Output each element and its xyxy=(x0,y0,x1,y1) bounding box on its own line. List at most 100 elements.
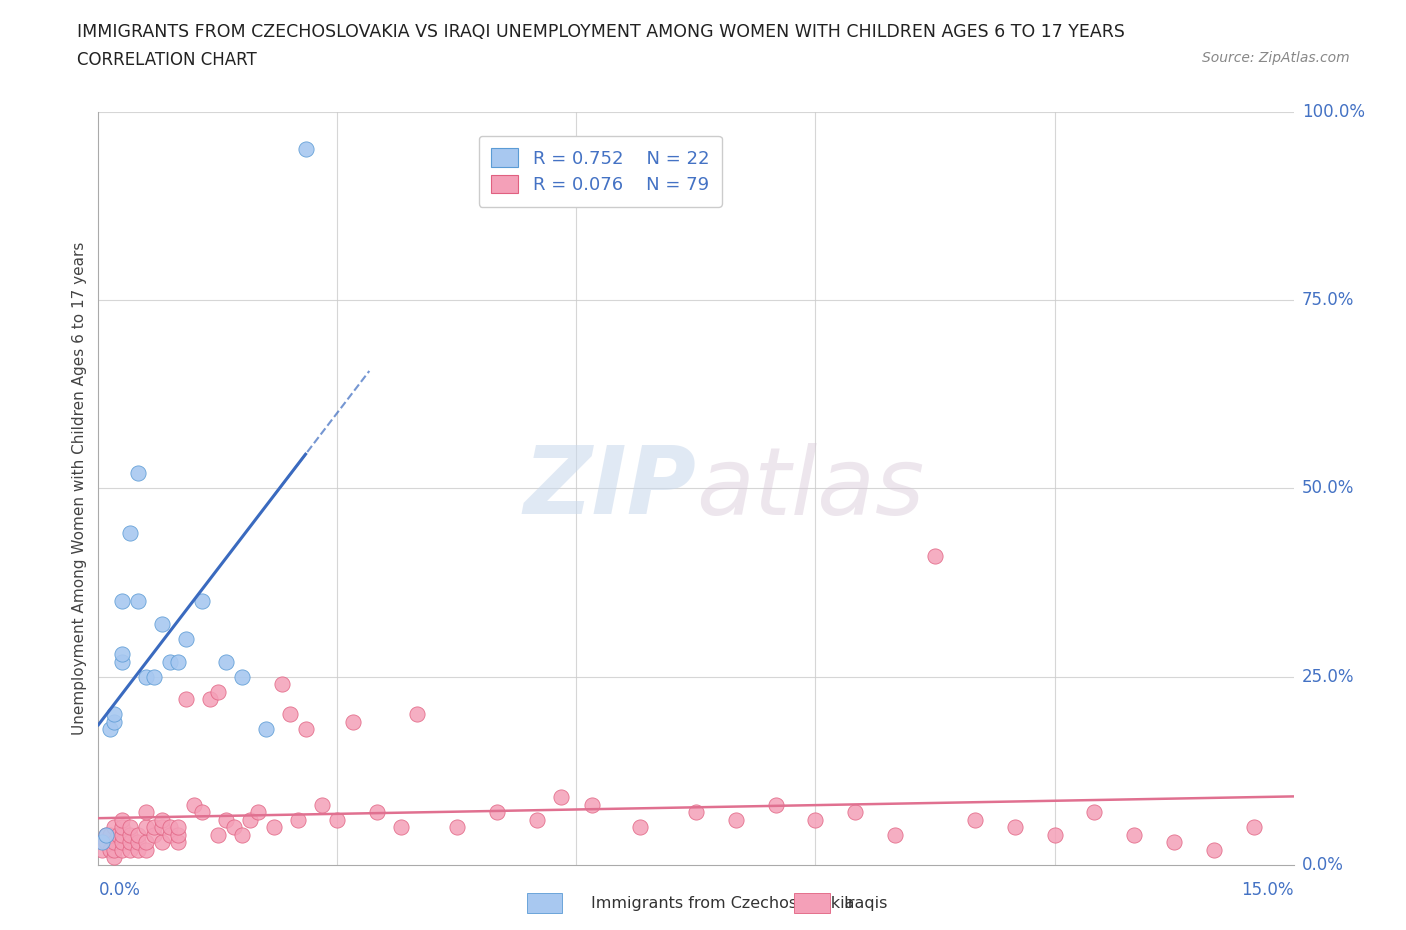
Point xyxy=(111,828,134,843)
Point xyxy=(1004,820,1026,835)
Point xyxy=(111,646,134,661)
Point xyxy=(120,835,142,850)
Text: ZIP: ZIP xyxy=(523,443,696,534)
Point xyxy=(174,692,197,707)
Point xyxy=(120,820,142,835)
Point xyxy=(446,820,468,835)
Point xyxy=(215,812,238,827)
Point xyxy=(685,804,707,819)
Point xyxy=(263,820,285,835)
Y-axis label: Unemployment Among Women with Children Ages 6 to 17 years: Unemployment Among Women with Children A… xyxy=(72,242,87,735)
Point xyxy=(485,804,508,819)
Point xyxy=(207,828,229,843)
Point xyxy=(91,835,114,850)
Point xyxy=(159,820,181,835)
Point xyxy=(270,677,292,692)
Point xyxy=(844,804,866,819)
Point xyxy=(406,707,429,722)
Text: 15.0%: 15.0% xyxy=(1241,882,1294,899)
Point xyxy=(1083,804,1105,819)
Point xyxy=(111,820,134,835)
Point xyxy=(167,654,190,669)
Point xyxy=(120,843,142,857)
Point xyxy=(167,820,190,835)
Point xyxy=(1163,835,1185,850)
Point xyxy=(103,714,125,729)
Point xyxy=(135,820,157,835)
Point xyxy=(91,843,114,857)
Point xyxy=(98,843,122,857)
Point xyxy=(127,843,149,857)
Point xyxy=(231,828,253,843)
Text: 25.0%: 25.0% xyxy=(1302,668,1354,685)
Point xyxy=(884,828,907,843)
Point xyxy=(111,812,134,827)
Point xyxy=(135,670,157,684)
Point xyxy=(389,820,412,835)
Point xyxy=(724,812,747,827)
Text: 50.0%: 50.0% xyxy=(1302,479,1354,498)
Point xyxy=(98,828,122,843)
Point xyxy=(143,670,166,684)
Point xyxy=(111,654,134,669)
Point xyxy=(143,820,166,835)
Text: 0.0%: 0.0% xyxy=(1302,856,1344,874)
Point xyxy=(326,812,349,827)
Point xyxy=(120,828,142,843)
Point xyxy=(1243,820,1265,835)
Point xyxy=(167,828,190,843)
Point xyxy=(150,812,173,827)
Point xyxy=(287,812,309,827)
Point xyxy=(1043,828,1066,843)
Text: IMMIGRANTS FROM CZECHOSLOVAKIA VS IRAQI UNEMPLOYMENT AMONG WOMEN WITH CHILDREN A: IMMIGRANTS FROM CZECHOSLOVAKIA VS IRAQI … xyxy=(77,23,1125,41)
Point xyxy=(150,835,173,850)
Text: atlas: atlas xyxy=(696,443,924,534)
Point xyxy=(963,812,986,827)
Point xyxy=(191,594,214,609)
Legend: R = 0.752    N = 22, R = 0.076    N = 79: R = 0.752 N = 22, R = 0.076 N = 79 xyxy=(478,136,723,206)
Point xyxy=(127,835,149,850)
Point xyxy=(103,843,125,857)
Point xyxy=(111,835,134,850)
Point xyxy=(342,714,364,729)
Point xyxy=(98,722,122,737)
Point xyxy=(150,820,173,835)
Point xyxy=(127,828,149,843)
Point xyxy=(127,594,149,609)
Point xyxy=(1123,828,1146,843)
Point xyxy=(294,142,316,157)
Point xyxy=(1202,843,1225,857)
Point xyxy=(198,692,221,707)
Text: 0.0%: 0.0% xyxy=(98,882,141,899)
Point xyxy=(120,526,142,541)
Point xyxy=(159,828,181,843)
Point xyxy=(150,617,173,631)
Text: Immigrants from Czechoslovakia: Immigrants from Czechoslovakia xyxy=(591,897,853,911)
Point xyxy=(526,812,548,827)
Point xyxy=(96,835,118,850)
Point xyxy=(239,812,262,827)
Point xyxy=(167,835,190,850)
Point xyxy=(222,820,245,835)
Point xyxy=(96,828,118,843)
Text: 75.0%: 75.0% xyxy=(1302,291,1354,309)
Point xyxy=(96,828,118,843)
Point xyxy=(215,654,238,669)
Point xyxy=(550,790,572,804)
Text: CORRELATION CHART: CORRELATION CHART xyxy=(77,51,257,69)
Point xyxy=(111,594,134,609)
Point xyxy=(135,835,157,850)
Point xyxy=(107,828,129,843)
Point xyxy=(278,707,301,722)
Point xyxy=(581,797,603,812)
Point xyxy=(103,835,125,850)
Text: 100.0%: 100.0% xyxy=(1302,102,1365,121)
Point xyxy=(207,684,229,699)
Point xyxy=(628,820,651,835)
Point xyxy=(159,654,181,669)
Point xyxy=(246,804,269,819)
Point xyxy=(254,722,277,737)
Point xyxy=(311,797,333,812)
Point xyxy=(127,466,149,481)
Point xyxy=(103,850,125,865)
